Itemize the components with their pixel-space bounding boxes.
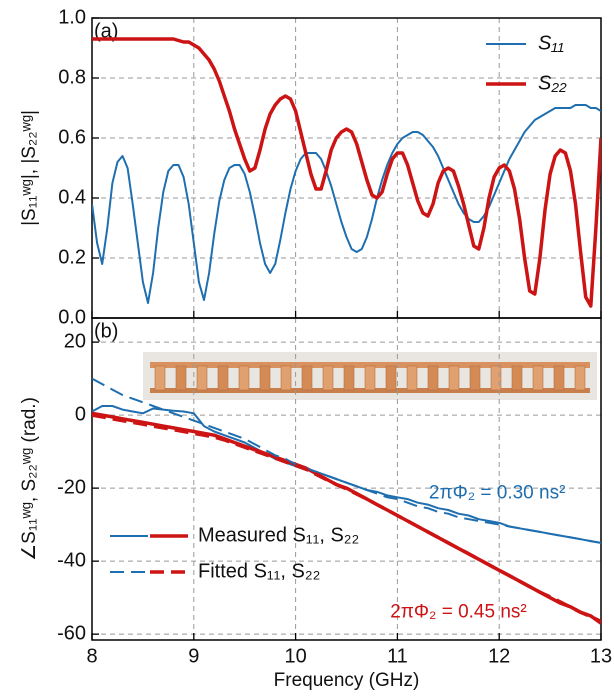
data-line — [92, 37, 601, 308]
data-line — [92, 104, 601, 304]
plot-frame — [91, 317, 602, 641]
photo-fin — [280, 365, 292, 391]
photo-fin — [154, 365, 166, 391]
x-tick-label: 8 — [86, 645, 97, 667]
photo-fin — [532, 365, 544, 391]
annotation: 2πΦ₂ = 0.30 ns² — [429, 483, 566, 504]
photo-fin — [427, 365, 439, 391]
y-tick-label: 20 — [64, 330, 86, 352]
photo-fin — [322, 365, 334, 391]
x-tick-label: 10 — [284, 645, 306, 667]
x-tick-label: 11 — [387, 645, 408, 667]
y-axis-label: ∠S₁₁ʷᵍ, S₂₂ʷᵍ (rad.) — [19, 397, 40, 561]
data-line — [92, 413, 601, 623]
photo-fin — [238, 365, 250, 391]
series-group — [92, 377, 601, 625]
photo-fin — [511, 365, 523, 391]
photo-fin — [217, 365, 229, 391]
photo-fin — [343, 365, 355, 391]
waveguide-photo — [143, 352, 597, 400]
photo-fin — [469, 365, 481, 391]
data-line — [92, 377, 601, 544]
x-tick-label: 9 — [188, 645, 199, 667]
photo-fin — [385, 365, 397, 391]
y-tick-label: -60 — [57, 622, 86, 644]
photo-fin — [406, 365, 418, 391]
y-tick-label: 0.6 — [58, 126, 86, 148]
legend-label: S₁₁ — [538, 32, 564, 54]
y-tick-label: 1.0 — [58, 6, 86, 28]
x-tick-label: 12 — [488, 645, 510, 667]
photo-fin — [553, 365, 565, 391]
legend-label: Measured S₁₁, S₂₂ — [198, 524, 359, 546]
y-tick-label: -20 — [57, 476, 86, 498]
photo-fin — [574, 365, 586, 391]
y-tick-label: 0.0 — [58, 306, 86, 328]
x-axis-label: Frequency (GHz) — [274, 670, 420, 691]
y-axis-label: |S₁₁ʷᵍ|, |S₂₂ʷᵍ| — [19, 110, 40, 226]
photo-fin — [490, 365, 502, 391]
y-tick-label: 0.4 — [58, 186, 86, 208]
x-tick-label: 13 — [590, 645, 612, 667]
panel-label: (b) — [94, 320, 118, 342]
y-tick-label: -40 — [57, 549, 86, 571]
y-tick-label: 0.2 — [58, 246, 86, 268]
data-line — [92, 411, 601, 625]
panel: 0.0 0.2 0.4 0.6 0.8 1.0 (a) |S₁₁ʷᵍ|, |S₂₂ʷᵍ| S₁₁… — [19, 6, 602, 328]
photo-fin — [259, 365, 271, 391]
y-tick-label: 0.8 — [58, 66, 86, 88]
panel-label: (a) — [94, 20, 118, 42]
series-group — [92, 37, 601, 308]
photo-fin — [175, 365, 187, 391]
y-tick-label: 0 — [75, 403, 86, 425]
annotation: 2πΦ₂ = 0.45 ns² — [390, 601, 527, 622]
photo-fin — [196, 365, 208, 391]
plot-frame — [91, 17, 602, 319]
panel: -60 -40 -20 0 20 8 9 10 11 12 13 (b) ∠S₁₁ʷᵍ, S₂₂ʷᵍ (… — [19, 317, 612, 691]
photo-fin — [364, 365, 376, 391]
photo-fin — [448, 365, 460, 391]
legend-label: S₂₂ — [538, 72, 567, 94]
legend-label: Fitted S₁₁, S₂₂ — [198, 560, 320, 582]
photo-fin — [301, 365, 313, 391]
